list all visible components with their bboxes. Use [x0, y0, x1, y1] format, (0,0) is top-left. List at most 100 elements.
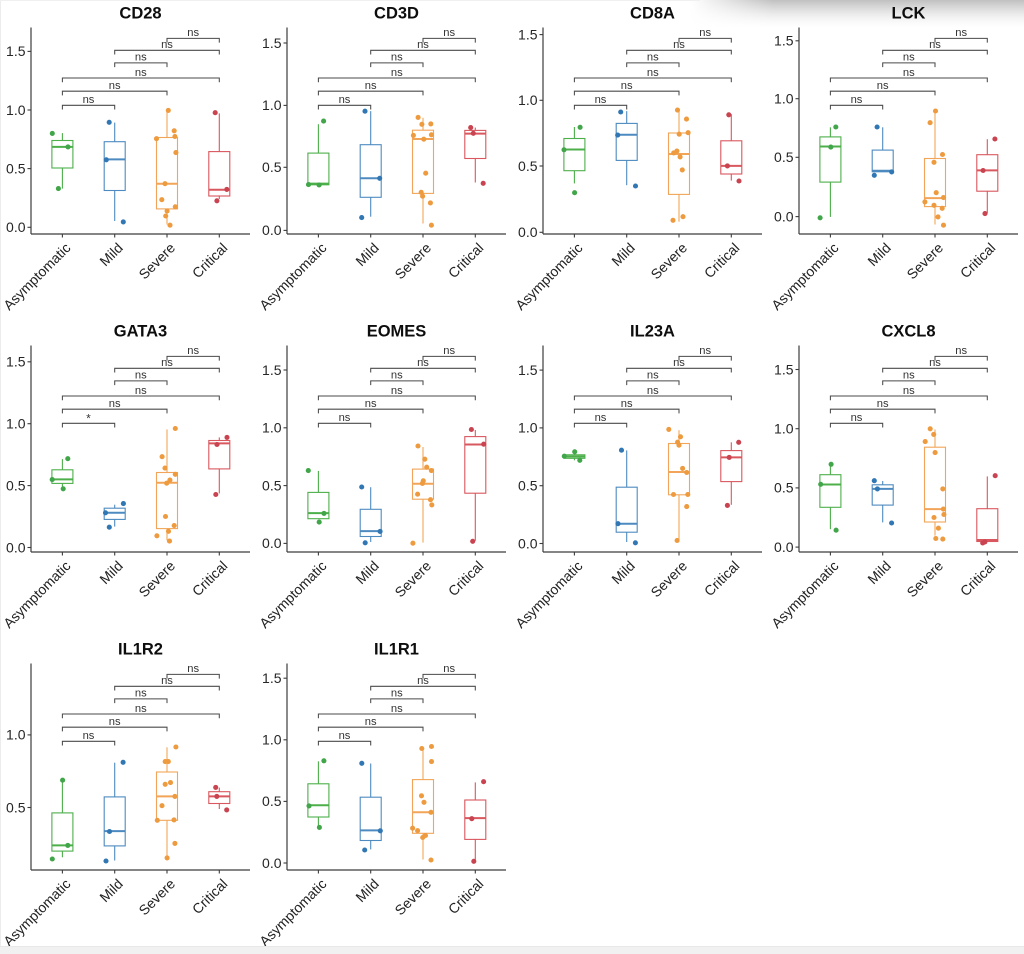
svg-text:ns: ns [135, 67, 147, 79]
svg-text:IL1R2: IL1R2 [118, 641, 163, 659]
svg-text:1.0: 1.0 [6, 727, 26, 743]
svg-text:1.0: 1.0 [518, 420, 538, 436]
svg-text:1.0: 1.0 [518, 92, 538, 108]
svg-text:ns: ns [391, 688, 403, 700]
svg-text:CXCL8: CXCL8 [881, 323, 935, 341]
svg-text:ns: ns [851, 412, 863, 424]
svg-text:ns: ns [187, 345, 199, 357]
svg-text:ns: ns [647, 385, 659, 397]
svg-text:CD3D: CD3D [374, 5, 419, 23]
svg-text:IL23A: IL23A [630, 323, 675, 341]
svg-text:ns: ns [365, 398, 377, 410]
svg-text:ns: ns [877, 80, 889, 92]
svg-text:0.0: 0.0 [6, 219, 26, 235]
svg-text:ns: ns [903, 67, 915, 79]
svg-text:ns: ns [339, 412, 351, 424]
svg-text:0.5: 0.5 [262, 477, 282, 493]
svg-text:1.0: 1.0 [262, 732, 282, 748]
svg-text:ns: ns [443, 663, 455, 675]
svg-text:1.0: 1.0 [774, 421, 794, 437]
svg-text:ns: ns [187, 663, 199, 675]
svg-text:0.0: 0.0 [262, 855, 282, 871]
svg-text:ns: ns [161, 357, 173, 369]
svg-text:ns: ns [903, 52, 915, 64]
svg-text:ns: ns [135, 688, 147, 700]
svg-text:ns: ns [699, 345, 711, 357]
svg-text:ns: ns [135, 385, 147, 397]
svg-text:ns: ns [83, 94, 95, 106]
svg-text:ns: ns [391, 385, 403, 397]
svg-text:ns: ns [877, 398, 889, 410]
svg-text:ns: ns [955, 345, 967, 357]
svg-text:ns: ns [647, 370, 659, 382]
svg-text:ns: ns [673, 357, 685, 369]
svg-text:0.0: 0.0 [6, 539, 26, 555]
svg-text:1.5: 1.5 [262, 362, 282, 378]
svg-text:ns: ns [161, 39, 173, 51]
svg-text:*: * [86, 413, 91, 425]
svg-text:1.5: 1.5 [6, 43, 26, 59]
svg-text:ns: ns [365, 716, 377, 728]
svg-text:ns: ns [135, 703, 147, 715]
svg-text:ns: ns [339, 730, 351, 742]
svg-text:ns: ns [903, 370, 915, 382]
svg-text:0.5: 0.5 [262, 793, 282, 809]
svg-text:ns: ns [647, 52, 659, 64]
svg-text:1.0: 1.0 [6, 416, 26, 432]
svg-text:ns: ns [161, 675, 173, 687]
svg-text:0.5: 0.5 [6, 477, 26, 493]
svg-text:1.0: 1.0 [262, 420, 282, 436]
svg-text:ns: ns [339, 94, 351, 106]
svg-text:0.5: 0.5 [6, 160, 26, 176]
svg-text:1.5: 1.5 [774, 361, 794, 377]
svg-text:0.0: 0.0 [774, 208, 794, 224]
svg-text:0.5: 0.5 [6, 799, 26, 815]
svg-text:ns: ns [673, 39, 685, 51]
svg-text:ns: ns [187, 27, 199, 39]
svg-text:ns: ns [443, 27, 455, 39]
svg-text:1.5: 1.5 [518, 362, 538, 378]
svg-text:ns: ns [929, 39, 941, 51]
svg-text:ns: ns [391, 67, 403, 79]
svg-text:ns: ns [365, 80, 377, 92]
svg-text:ns: ns [903, 385, 915, 397]
svg-text:ns: ns [621, 80, 633, 92]
svg-text:ns: ns [851, 94, 863, 106]
svg-text:ns: ns [595, 412, 607, 424]
svg-text:ns: ns [595, 94, 607, 106]
svg-text:ns: ns [391, 370, 403, 382]
svg-text:0.0: 0.0 [262, 222, 282, 238]
svg-text:ns: ns [135, 370, 147, 382]
svg-text:ns: ns [417, 357, 429, 369]
svg-text:CD8A: CD8A [630, 5, 675, 23]
svg-text:ns: ns [417, 39, 429, 51]
svg-text:ns: ns [109, 716, 121, 728]
svg-text:ns: ns [391, 703, 403, 715]
svg-text:1.5: 1.5 [774, 33, 794, 49]
svg-text:ns: ns [699, 27, 711, 39]
svg-text:0.5: 0.5 [518, 158, 538, 174]
svg-text:1.0: 1.0 [774, 91, 794, 107]
svg-text:EOMES: EOMES [367, 323, 427, 341]
svg-text:0.0: 0.0 [262, 535, 282, 551]
svg-text:ns: ns [109, 398, 121, 410]
svg-text:ns: ns [955, 27, 967, 39]
svg-text:ns: ns [929, 357, 941, 369]
svg-text:0.0: 0.0 [518, 535, 538, 551]
svg-text:0.0: 0.0 [774, 539, 794, 555]
svg-text:ns: ns [621, 398, 633, 410]
svg-text:ns: ns [647, 67, 659, 79]
svg-text:1.5: 1.5 [262, 35, 282, 51]
svg-text:ns: ns [135, 52, 147, 64]
svg-text:1.5: 1.5 [6, 354, 26, 370]
svg-text:0.5: 0.5 [774, 149, 794, 165]
svg-text:LCK: LCK [892, 5, 926, 23]
svg-text:0.5: 0.5 [518, 478, 538, 494]
svg-text:0.0: 0.0 [518, 224, 538, 240]
svg-text:ns: ns [417, 675, 429, 687]
svg-text:1.5: 1.5 [518, 26, 538, 42]
svg-text:CD28: CD28 [119, 5, 161, 23]
svg-text:0.5: 0.5 [774, 480, 794, 496]
svg-text:ns: ns [391, 52, 403, 64]
svg-text:ns: ns [109, 80, 121, 92]
